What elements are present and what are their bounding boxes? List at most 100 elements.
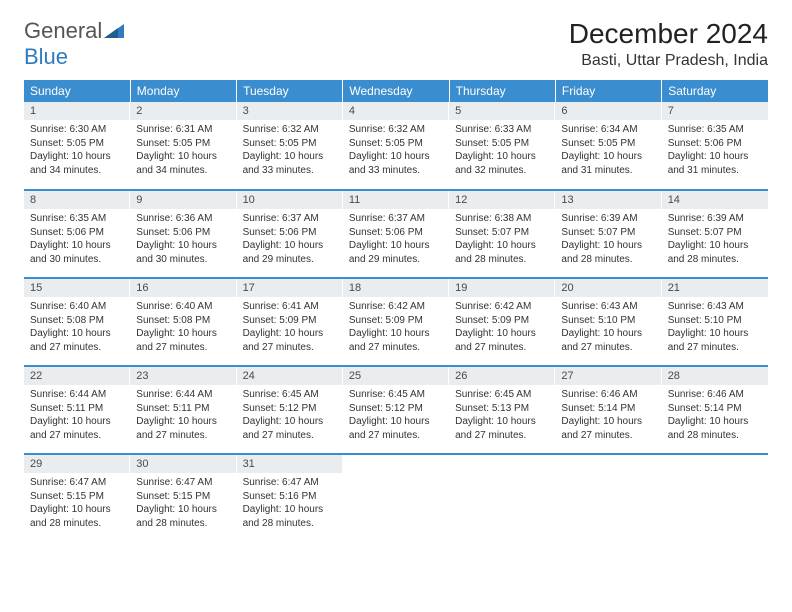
day-number: 8 bbox=[24, 191, 130, 209]
calendar-head: SundayMondayTuesdayWednesdayThursdayFrid… bbox=[24, 80, 768, 102]
day-number: 21 bbox=[662, 279, 768, 297]
calendar-cell: 13Sunrise: 6:39 AMSunset: 5:07 PMDayligh… bbox=[555, 190, 661, 278]
calendar-cell bbox=[449, 454, 555, 542]
day-number: 20 bbox=[555, 279, 661, 297]
calendar-cell: 3Sunrise: 6:32 AMSunset: 5:05 PMDaylight… bbox=[237, 102, 343, 190]
day-body: Sunrise: 6:39 AMSunset: 5:07 PMDaylight:… bbox=[555, 209, 661, 272]
day-number: 25 bbox=[343, 367, 449, 385]
calendar-cell: 18Sunrise: 6:42 AMSunset: 5:09 PMDayligh… bbox=[343, 278, 449, 366]
calendar-body: 1Sunrise: 6:30 AMSunset: 5:05 PMDaylight… bbox=[24, 102, 768, 542]
calendar-cell: 24Sunrise: 6:45 AMSunset: 5:12 PMDayligh… bbox=[237, 366, 343, 454]
day-body: Sunrise: 6:40 AMSunset: 5:08 PMDaylight:… bbox=[24, 297, 130, 360]
day-number: 3 bbox=[237, 102, 343, 120]
day-header: Sunday bbox=[24, 80, 130, 102]
day-body: Sunrise: 6:43 AMSunset: 5:10 PMDaylight:… bbox=[555, 297, 661, 360]
calendar-cell bbox=[343, 454, 449, 542]
calendar-cell: 25Sunrise: 6:45 AMSunset: 5:12 PMDayligh… bbox=[343, 366, 449, 454]
day-number: 31 bbox=[237, 455, 343, 473]
day-body: Sunrise: 6:47 AMSunset: 5:16 PMDaylight:… bbox=[237, 473, 343, 536]
calendar-cell: 12Sunrise: 6:38 AMSunset: 5:07 PMDayligh… bbox=[449, 190, 555, 278]
day-body: Sunrise: 6:47 AMSunset: 5:15 PMDaylight:… bbox=[130, 473, 236, 536]
day-header: Saturday bbox=[662, 80, 768, 102]
day-header: Wednesday bbox=[343, 80, 449, 102]
calendar-cell bbox=[555, 454, 661, 542]
calendar-cell: 16Sunrise: 6:40 AMSunset: 5:08 PMDayligh… bbox=[130, 278, 236, 366]
day-header: Tuesday bbox=[237, 80, 343, 102]
day-number: 2 bbox=[130, 102, 236, 120]
day-number: 6 bbox=[555, 102, 661, 120]
logo-word-blue: Blue bbox=[24, 44, 68, 69]
day-body: Sunrise: 6:35 AMSunset: 5:06 PMDaylight:… bbox=[662, 120, 768, 183]
title-block: December 2024 Basti, Uttar Pradesh, Indi… bbox=[569, 18, 768, 70]
day-number: 15 bbox=[24, 279, 130, 297]
day-body: Sunrise: 6:47 AMSunset: 5:15 PMDaylight:… bbox=[24, 473, 130, 536]
day-header: Thursday bbox=[449, 80, 555, 102]
month-title: December 2024 bbox=[569, 18, 768, 50]
page-header: GeneralBlue December 2024 Basti, Uttar P… bbox=[24, 18, 768, 70]
day-body: Sunrise: 6:45 AMSunset: 5:12 PMDaylight:… bbox=[343, 385, 449, 448]
calendar-cell: 21Sunrise: 6:43 AMSunset: 5:10 PMDayligh… bbox=[662, 278, 768, 366]
day-number: 10 bbox=[237, 191, 343, 209]
calendar-week-row: 15Sunrise: 6:40 AMSunset: 5:08 PMDayligh… bbox=[24, 278, 768, 366]
day-number: 19 bbox=[449, 279, 555, 297]
day-number: 5 bbox=[449, 102, 555, 120]
day-number: 1 bbox=[24, 102, 130, 120]
day-number: 22 bbox=[24, 367, 130, 385]
day-body: Sunrise: 6:30 AMSunset: 5:05 PMDaylight:… bbox=[24, 120, 130, 183]
day-body: Sunrise: 6:45 AMSunset: 5:12 PMDaylight:… bbox=[237, 385, 343, 448]
calendar-cell: 19Sunrise: 6:42 AMSunset: 5:09 PMDayligh… bbox=[449, 278, 555, 366]
day-number: 24 bbox=[237, 367, 343, 385]
calendar-cell: 7Sunrise: 6:35 AMSunset: 5:06 PMDaylight… bbox=[662, 102, 768, 190]
day-number: 14 bbox=[662, 191, 768, 209]
calendar-cell: 6Sunrise: 6:34 AMSunset: 5:05 PMDaylight… bbox=[555, 102, 661, 190]
day-number: 27 bbox=[555, 367, 661, 385]
day-number: 16 bbox=[130, 279, 236, 297]
day-body: Sunrise: 6:46 AMSunset: 5:14 PMDaylight:… bbox=[555, 385, 661, 448]
calendar-table: SundayMondayTuesdayWednesdayThursdayFrid… bbox=[24, 80, 768, 542]
day-body: Sunrise: 6:32 AMSunset: 5:05 PMDaylight:… bbox=[343, 120, 449, 183]
calendar-cell: 1Sunrise: 6:30 AMSunset: 5:05 PMDaylight… bbox=[24, 102, 130, 190]
day-body: Sunrise: 6:44 AMSunset: 5:11 PMDaylight:… bbox=[24, 385, 130, 448]
calendar-cell: 28Sunrise: 6:46 AMSunset: 5:14 PMDayligh… bbox=[662, 366, 768, 454]
calendar-cell: 20Sunrise: 6:43 AMSunset: 5:10 PMDayligh… bbox=[555, 278, 661, 366]
calendar-cell: 5Sunrise: 6:33 AMSunset: 5:05 PMDaylight… bbox=[449, 102, 555, 190]
day-number: 7 bbox=[662, 102, 768, 120]
day-body: Sunrise: 6:32 AMSunset: 5:05 PMDaylight:… bbox=[237, 120, 343, 183]
day-number: 28 bbox=[662, 367, 768, 385]
day-number: 26 bbox=[449, 367, 555, 385]
calendar-cell: 23Sunrise: 6:44 AMSunset: 5:11 PMDayligh… bbox=[130, 366, 236, 454]
day-body: Sunrise: 6:37 AMSunset: 5:06 PMDaylight:… bbox=[343, 209, 449, 272]
day-body: Sunrise: 6:34 AMSunset: 5:05 PMDaylight:… bbox=[555, 120, 661, 183]
logo-word-general: General bbox=[24, 18, 102, 43]
day-body: Sunrise: 6:45 AMSunset: 5:13 PMDaylight:… bbox=[449, 385, 555, 448]
calendar-week-row: 1Sunrise: 6:30 AMSunset: 5:05 PMDaylight… bbox=[24, 102, 768, 190]
calendar-cell: 26Sunrise: 6:45 AMSunset: 5:13 PMDayligh… bbox=[449, 366, 555, 454]
day-body: Sunrise: 6:40 AMSunset: 5:08 PMDaylight:… bbox=[130, 297, 236, 360]
calendar-cell: 15Sunrise: 6:40 AMSunset: 5:08 PMDayligh… bbox=[24, 278, 130, 366]
day-body: Sunrise: 6:41 AMSunset: 5:09 PMDaylight:… bbox=[237, 297, 343, 360]
calendar-cell: 27Sunrise: 6:46 AMSunset: 5:14 PMDayligh… bbox=[555, 366, 661, 454]
logo: GeneralBlue bbox=[24, 18, 124, 70]
day-body: Sunrise: 6:42 AMSunset: 5:09 PMDaylight:… bbox=[343, 297, 449, 360]
day-number: 12 bbox=[449, 191, 555, 209]
calendar-cell: 17Sunrise: 6:41 AMSunset: 5:09 PMDayligh… bbox=[237, 278, 343, 366]
day-body: Sunrise: 6:39 AMSunset: 5:07 PMDaylight:… bbox=[662, 209, 768, 272]
day-body: Sunrise: 6:42 AMSunset: 5:09 PMDaylight:… bbox=[449, 297, 555, 360]
calendar-cell: 9Sunrise: 6:36 AMSunset: 5:06 PMDaylight… bbox=[130, 190, 236, 278]
calendar-cell: 31Sunrise: 6:47 AMSunset: 5:16 PMDayligh… bbox=[237, 454, 343, 542]
day-body: Sunrise: 6:36 AMSunset: 5:06 PMDaylight:… bbox=[130, 209, 236, 272]
calendar-cell: 2Sunrise: 6:31 AMSunset: 5:05 PMDaylight… bbox=[130, 102, 236, 190]
calendar-cell bbox=[662, 454, 768, 542]
day-number: 18 bbox=[343, 279, 449, 297]
calendar-cell: 29Sunrise: 6:47 AMSunset: 5:15 PMDayligh… bbox=[24, 454, 130, 542]
calendar-cell: 8Sunrise: 6:35 AMSunset: 5:06 PMDaylight… bbox=[24, 190, 130, 278]
calendar-cell: 10Sunrise: 6:37 AMSunset: 5:06 PMDayligh… bbox=[237, 190, 343, 278]
day-body: Sunrise: 6:46 AMSunset: 5:14 PMDaylight:… bbox=[662, 385, 768, 448]
day-body: Sunrise: 6:35 AMSunset: 5:06 PMDaylight:… bbox=[24, 209, 130, 272]
calendar-week-row: 8Sunrise: 6:35 AMSunset: 5:06 PMDaylight… bbox=[24, 190, 768, 278]
day-number: 30 bbox=[130, 455, 236, 473]
day-body: Sunrise: 6:44 AMSunset: 5:11 PMDaylight:… bbox=[130, 385, 236, 448]
logo-text: GeneralBlue bbox=[24, 18, 124, 70]
day-header-row: SundayMondayTuesdayWednesdayThursdayFrid… bbox=[24, 80, 768, 102]
day-body: Sunrise: 6:38 AMSunset: 5:07 PMDaylight:… bbox=[449, 209, 555, 272]
